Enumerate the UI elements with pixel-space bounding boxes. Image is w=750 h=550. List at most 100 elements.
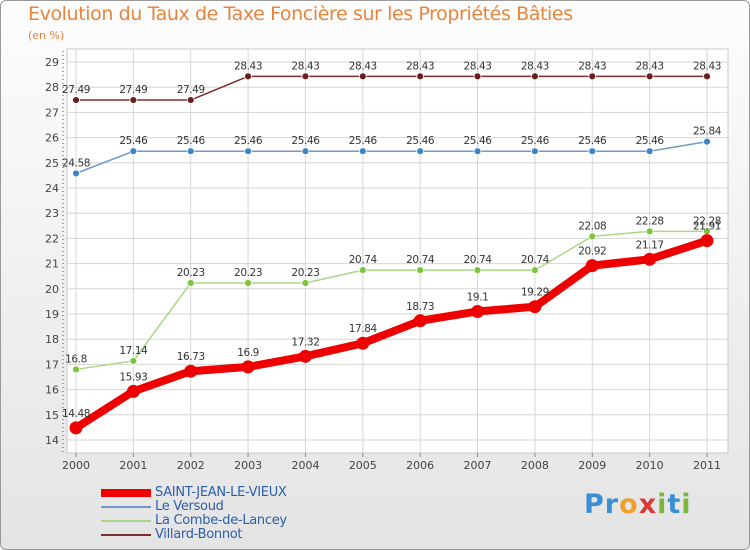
legend-swatch	[101, 534, 151, 536]
data-point-saint-jean-le-vieux	[241, 360, 255, 374]
x-tick-label: 2002	[177, 459, 205, 472]
data-point-villard-bonnot	[588, 72, 597, 81]
data-point-villard-bonnot	[301, 72, 310, 81]
series-line-saint-jean-le-vieux	[73, 236, 709, 432]
chart-title: Evolution du Taux de Taxe Foncière sur l…	[28, 3, 573, 25]
data-label-le-versoud: 25.46	[636, 135, 665, 147]
legend-label: Le Versoud	[155, 499, 224, 514]
data-label-la-combe-de-lancey: 20.74	[406, 254, 435, 266]
data-point-saint-jean-le-vieux	[69, 421, 83, 435]
data-label-villard-bonnot: 28.43	[636, 60, 664, 72]
x-tick-label: 2010	[636, 459, 664, 472]
legend-item: SAINT-JEAN-LE-VIEUX	[101, 485, 401, 501]
data-label-villard-bonnot: 27.49	[62, 84, 90, 96]
legend-swatch	[101, 489, 151, 497]
x-tick-label: 2003	[234, 459, 262, 472]
data-point-saint-jean-le-vieux	[298, 349, 312, 363]
y-tick-label: 19	[45, 308, 59, 321]
data-point-villard-bonnot	[129, 96, 138, 104]
x-tick-label: 2001	[119, 459, 147, 472]
proxiti-logo: Proxiti	[584, 489, 692, 520]
data-label-saint-jean-le-vieux: 21.91	[693, 221, 721, 233]
legend-swatch	[101, 506, 151, 508]
data-point-la-combe-de-lancey	[416, 266, 425, 275]
data-point-villard-bonnot	[645, 72, 654, 81]
data-label-saint-jean-le-vieux: 18.73	[406, 301, 434, 313]
data-point-le-versoud	[473, 147, 482, 156]
legend-item: Le Versoud	[101, 499, 401, 515]
data-label-la-combe-de-lancey: 22.28	[693, 215, 721, 227]
legend-item: Villard-Bonnot	[101, 527, 401, 543]
data-point-villard-bonnot	[473, 72, 482, 81]
data-label-le-versoud: 25.46	[177, 135, 206, 147]
x-tick-label: 2008	[521, 459, 549, 472]
data-point-villard-bonnot	[531, 72, 539, 81]
data-label-villard-bonnot: 27.49	[177, 84, 205, 96]
data-label-saint-jean-le-vieux: 20.92	[578, 246, 606, 258]
data-label-villard-bonnot: 28.43	[578, 60, 606, 72]
data-point-villard-bonnot	[72, 96, 80, 104]
data-label-le-versoud: 25.46	[349, 135, 378, 147]
data-label-le-versoud: 25.46	[406, 135, 435, 147]
data-point-villard-bonnot	[703, 72, 711, 81]
data-label-saint-jean-le-vieux: 16.73	[177, 351, 205, 363]
data-label-villard-bonnot: 27.49	[119, 84, 147, 96]
logo-letter: i	[681, 489, 692, 520]
data-label-saint-jean-le-vieux: 15.93	[119, 371, 147, 383]
y-tick-label: 22	[45, 232, 59, 245]
data-point-la-combe-de-lancey	[588, 232, 597, 241]
data-point-la-combe-de-lancey	[72, 365, 80, 374]
data-label-le-versoud: 25.46	[291, 135, 320, 147]
data-point-la-combe-de-lancey	[244, 279, 252, 287]
x-tick-label: 2004	[291, 459, 319, 472]
data-label-le-versoud: 25.46	[521, 135, 550, 147]
y-tick-label: 18	[45, 333, 59, 346]
x-tick-label: 2005	[349, 459, 377, 472]
data-label-saint-jean-le-vieux: 16.9	[237, 347, 259, 359]
data-point-saint-jean-le-vieux	[184, 364, 198, 378]
legend-item: La Combe-de-Lancey	[101, 513, 401, 529]
data-point-le-versoud	[244, 147, 252, 156]
series-line-villard-bonnot	[76, 75, 707, 101]
data-point-villard-bonnot	[416, 72, 425, 81]
data-point-la-combe-de-lancey	[531, 266, 539, 275]
y-tick-label: 26	[45, 132, 59, 145]
data-point-le-versoud	[703, 137, 711, 146]
data-label-la-combe-de-lancey: 17.14	[119, 345, 148, 357]
x-tick-label: 2000	[62, 459, 90, 472]
legend-swatch	[101, 520, 151, 522]
data-point-le-versoud	[358, 147, 367, 156]
y-tick-label: 14	[45, 434, 59, 447]
data-point-le-versoud	[72, 169, 80, 178]
series-line-le-versoud	[75, 140, 708, 175]
y-tick-label: 25	[45, 157, 59, 170]
x-tick-label: 2007	[464, 459, 492, 472]
data-label-la-combe-de-lancey: 22.08	[578, 220, 606, 232]
x-tick-label: 2011	[693, 459, 721, 472]
logo-letter: o	[619, 489, 639, 520]
logo-letter: x	[638, 489, 658, 520]
data-point-le-versoud	[416, 147, 425, 156]
data-label-villard-bonnot: 28.43	[406, 60, 434, 72]
data-label-villard-bonnot: 28.43	[464, 60, 492, 72]
y-tick-label: 23	[45, 207, 59, 220]
data-label-le-versoud: 25.46	[464, 135, 493, 147]
data-label-le-versoud: 25.46	[578, 135, 607, 147]
legend-label: SAINT-JEAN-LE-VIEUX	[155, 485, 287, 500]
y-tick-label: 15	[45, 409, 59, 422]
data-label-la-combe-de-lancey: 20.74	[521, 254, 550, 266]
data-point-la-combe-de-lancey	[645, 227, 654, 236]
series-line-la-combe-de-lancey	[75, 230, 707, 371]
legend-label: La Combe-de-Lancey	[155, 513, 287, 528]
data-label-villard-bonnot: 28.43	[693, 60, 721, 72]
x-tick-label: 2006	[406, 459, 434, 472]
data-label-le-versoud: 25.46	[119, 135, 148, 147]
y-tick-label: 17	[45, 358, 59, 371]
data-point-la-combe-de-lancey	[358, 266, 367, 275]
data-label-saint-jean-le-vieux: 19.1	[467, 291, 489, 303]
y-tick-label: 16	[45, 384, 59, 397]
logo-letter: P	[584, 489, 605, 520]
data-point-villard-bonnot	[186, 96, 195, 104]
